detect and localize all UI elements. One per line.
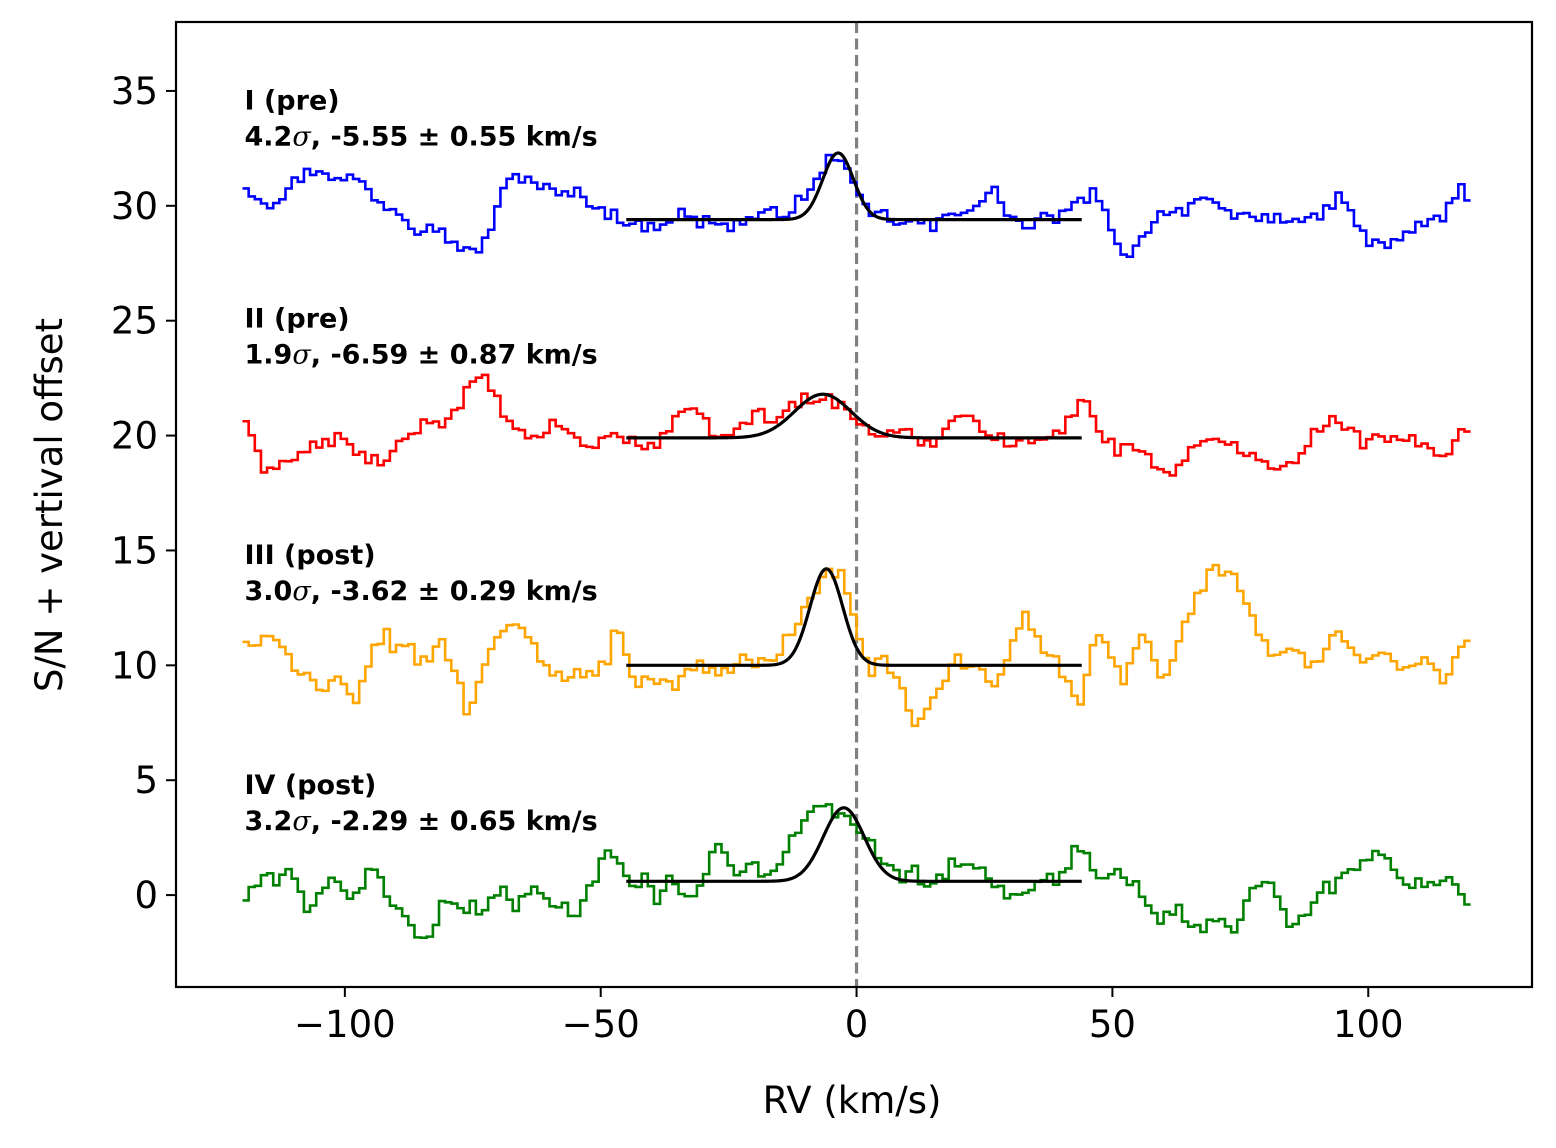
fit-velocity: , -2.29 ± 0.65 km/s	[311, 806, 598, 837]
axes-frame	[174, 20, 1534, 989]
fit-significance: 3.2	[245, 806, 293, 837]
y-tick-label: 5	[134, 759, 158, 802]
x-tick-label: 0	[845, 1003, 869, 1046]
y-tick-label: 30	[111, 185, 158, 228]
fit-result-label-2: 1.9σ, -6.59 ± 0.87 km/s	[245, 340, 598, 371]
y-axis-label: S/N + vertival offset	[28, 318, 71, 692]
series-label-2: II (pre)	[245, 304, 350, 335]
y-tick-label: 35	[111, 70, 158, 113]
sigma-symbol: σ	[292, 806, 312, 837]
axes: −100 −50 0 50 100 0 5 10 15 20 25 30 35	[111, 20, 1534, 1046]
plot-content	[242, 22, 1471, 987]
x-axis-label: RV (km/s)	[763, 1079, 942, 1122]
x-tick-label: 50	[1089, 1003, 1136, 1046]
y-tick-label: 10	[111, 644, 158, 687]
gaussian-fit-line-3	[626, 567, 1082, 667]
fit-result-label-3: 3.0σ, -3.62 ± 0.29 km/s	[245, 576, 598, 607]
sigma-symbol: σ	[292, 121, 312, 152]
x-tick-label: 100	[1333, 1003, 1404, 1046]
series-label-3: III (post)	[245, 540, 376, 571]
series-label-4: IV (post)	[245, 770, 377, 801]
gaussian-fit-line-2	[626, 392, 1082, 440]
x-tick-label: −100	[294, 1003, 396, 1046]
fit-significance: 4.2	[245, 121, 293, 152]
sigma-symbol: σ	[292, 576, 312, 607]
fit-velocity: , -6.59 ± 0.87 km/s	[311, 340, 598, 371]
y-tick-label: 15	[111, 529, 158, 572]
y-tick-label: 20	[111, 415, 158, 458]
spectrum-line-3	[242, 563, 1471, 728]
gaussian-fit-line-4	[626, 806, 1082, 883]
spectrum-line-4	[242, 803, 1471, 940]
fit-velocity: , -3.62 ± 0.29 km/s	[311, 576, 598, 607]
fit-result-label-4: 3.2σ, -2.29 ± 0.65 km/s	[245, 806, 598, 837]
plot-area: I (pre)4.2σ, -5.55 ± 0.55 km/sII (pre)1.…	[242, 22, 1471, 987]
y-tick-label: 0	[134, 874, 158, 917]
y-tick-label: 25	[111, 300, 158, 343]
fit-velocity: , -5.55 ± 0.55 km/s	[311, 121, 598, 152]
fit-significance: 1.9	[245, 340, 293, 371]
series-label-1: I (pre)	[245, 85, 340, 116]
sigma-symbol: σ	[292, 340, 312, 371]
fit-significance: 3.0	[245, 576, 293, 607]
gaussian-fit-line-1	[626, 151, 1082, 222]
spectrum-line-2	[242, 373, 1471, 477]
x-tick-label: −50	[562, 1003, 640, 1046]
fit-result-label-1: 4.2σ, -5.55 ± 0.55 km/s	[245, 121, 598, 152]
